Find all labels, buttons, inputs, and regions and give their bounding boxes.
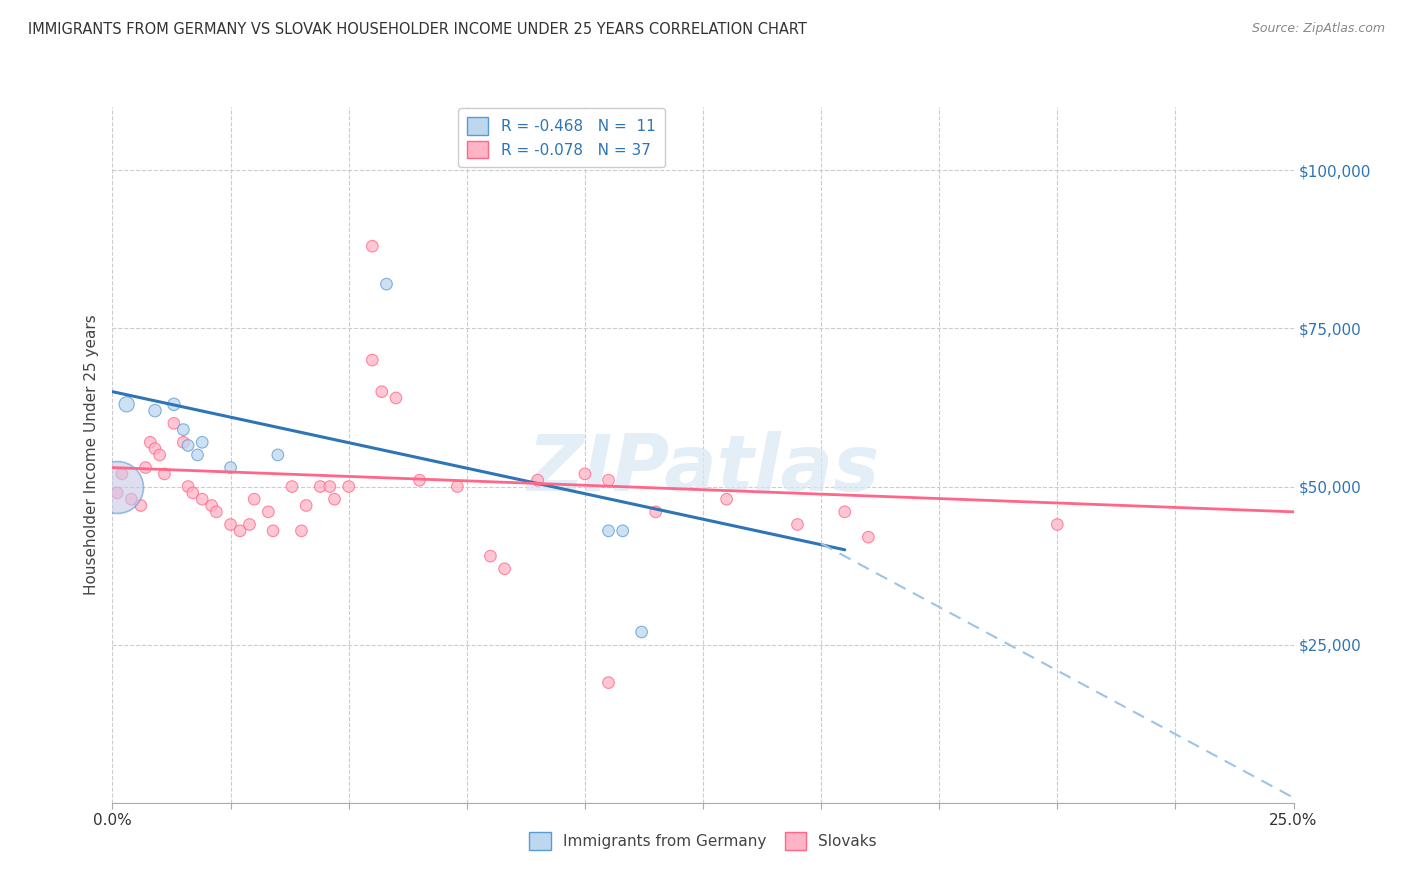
- Point: [834, 505, 856, 519]
- Point: [290, 524, 312, 538]
- Point: [408, 473, 430, 487]
- Point: [295, 499, 318, 513]
- Text: Source: ZipAtlas.com: Source: ZipAtlas.com: [1251, 22, 1385, 36]
- Point: [105, 479, 128, 493]
- Point: [153, 467, 176, 481]
- Point: [163, 397, 186, 411]
- Point: [143, 442, 166, 456]
- Point: [177, 438, 200, 452]
- Point: [446, 479, 468, 493]
- Point: [716, 492, 738, 507]
- Point: [257, 505, 280, 519]
- Point: [361, 353, 384, 368]
- Point: [479, 549, 502, 563]
- Point: [574, 467, 596, 481]
- Point: [309, 479, 332, 493]
- Point: [172, 423, 194, 437]
- Point: [219, 460, 242, 475]
- Point: [526, 473, 548, 487]
- Point: [612, 524, 634, 538]
- Point: [201, 499, 224, 513]
- Point: [111, 467, 134, 481]
- Point: [1046, 517, 1069, 532]
- Point: [186, 448, 208, 462]
- Text: ZIPatlas: ZIPatlas: [527, 431, 879, 507]
- Point: [177, 479, 200, 493]
- Point: [181, 486, 204, 500]
- Point: [238, 517, 260, 532]
- Point: [262, 524, 284, 538]
- Point: [786, 517, 808, 532]
- Point: [281, 479, 304, 493]
- Point: [139, 435, 162, 450]
- Point: [319, 479, 342, 493]
- Point: [858, 530, 880, 544]
- Point: [323, 492, 346, 507]
- Point: [630, 625, 652, 640]
- Point: [385, 391, 408, 405]
- Point: [191, 492, 214, 507]
- Point: [229, 524, 252, 538]
- Text: IMMIGRANTS FROM GERMANY VS SLOVAK HOUSEHOLDER INCOME UNDER 25 YEARS CORRELATION : IMMIGRANTS FROM GERMANY VS SLOVAK HOUSEH…: [28, 22, 807, 37]
- Point: [371, 384, 394, 399]
- Point: [205, 505, 228, 519]
- Point: [115, 397, 138, 411]
- Point: [105, 486, 128, 500]
- Point: [267, 448, 290, 462]
- Point: [143, 403, 166, 417]
- Point: [191, 435, 214, 450]
- Y-axis label: Householder Income Under 25 years: Householder Income Under 25 years: [84, 315, 100, 595]
- Point: [375, 277, 398, 292]
- Point: [598, 473, 620, 487]
- Point: [135, 460, 157, 475]
- Point: [129, 499, 152, 513]
- Point: [494, 562, 516, 576]
- Point: [361, 239, 384, 253]
- Point: [163, 417, 186, 431]
- Point: [149, 448, 172, 462]
- Point: [598, 675, 620, 690]
- Legend: Immigrants from Germany, Slovaks: Immigrants from Germany, Slovaks: [522, 825, 884, 858]
- Point: [598, 524, 620, 538]
- Point: [120, 492, 142, 507]
- Point: [172, 435, 194, 450]
- Point: [644, 505, 666, 519]
- Point: [337, 479, 360, 493]
- Point: [243, 492, 266, 507]
- Point: [219, 517, 242, 532]
